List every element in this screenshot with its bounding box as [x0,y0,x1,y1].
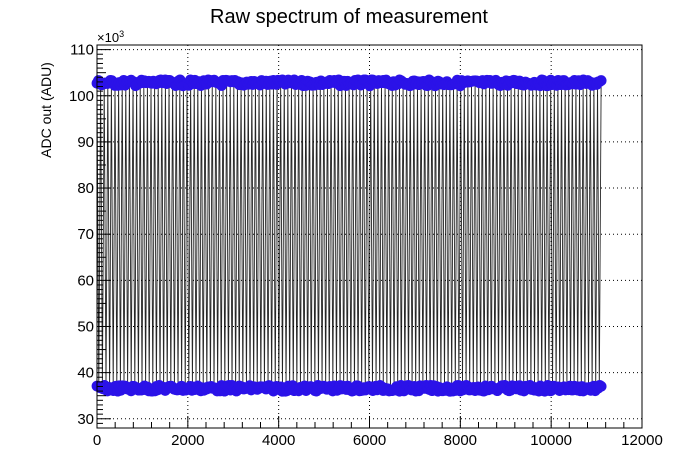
x-tick-label: 10000 [530,432,572,449]
y-tick-label: 90 [77,134,94,151]
x-axis: 0 2000 4000 6000 8000 10000 12000 [93,416,663,449]
y-tick-label: 50 [77,318,94,335]
data-series [91,74,607,397]
y-tick-label: 30 [77,411,94,428]
y-tick-label: 70 [77,226,94,243]
y-tick-label: 80 [77,180,94,197]
y-tick-label: 60 [77,272,94,289]
marker-high [595,75,607,86]
y-axis-multiplier: ×103 [97,29,124,45]
x-tick-label: 8000 [444,432,477,449]
y-axis-label: ADC out (ADU) [38,62,54,158]
y-tick-label: 110 [70,42,94,59]
y-tick-label: 40 [77,365,94,382]
chart-title: Raw spectrum of measurement [210,6,488,28]
x-tick-label: 0 [93,432,101,449]
x-tick-label: 12000 [621,432,663,449]
x-tick-label: 2000 [171,432,204,449]
series-line [96,81,602,391]
y-axis: 30 40 50 60 70 80 90 100 110 [69,42,111,429]
y-tick-label: 100 [69,88,94,105]
x-tick-label: 6000 [353,432,386,449]
x-tick-label: 4000 [262,432,295,449]
marker-low [595,380,607,392]
